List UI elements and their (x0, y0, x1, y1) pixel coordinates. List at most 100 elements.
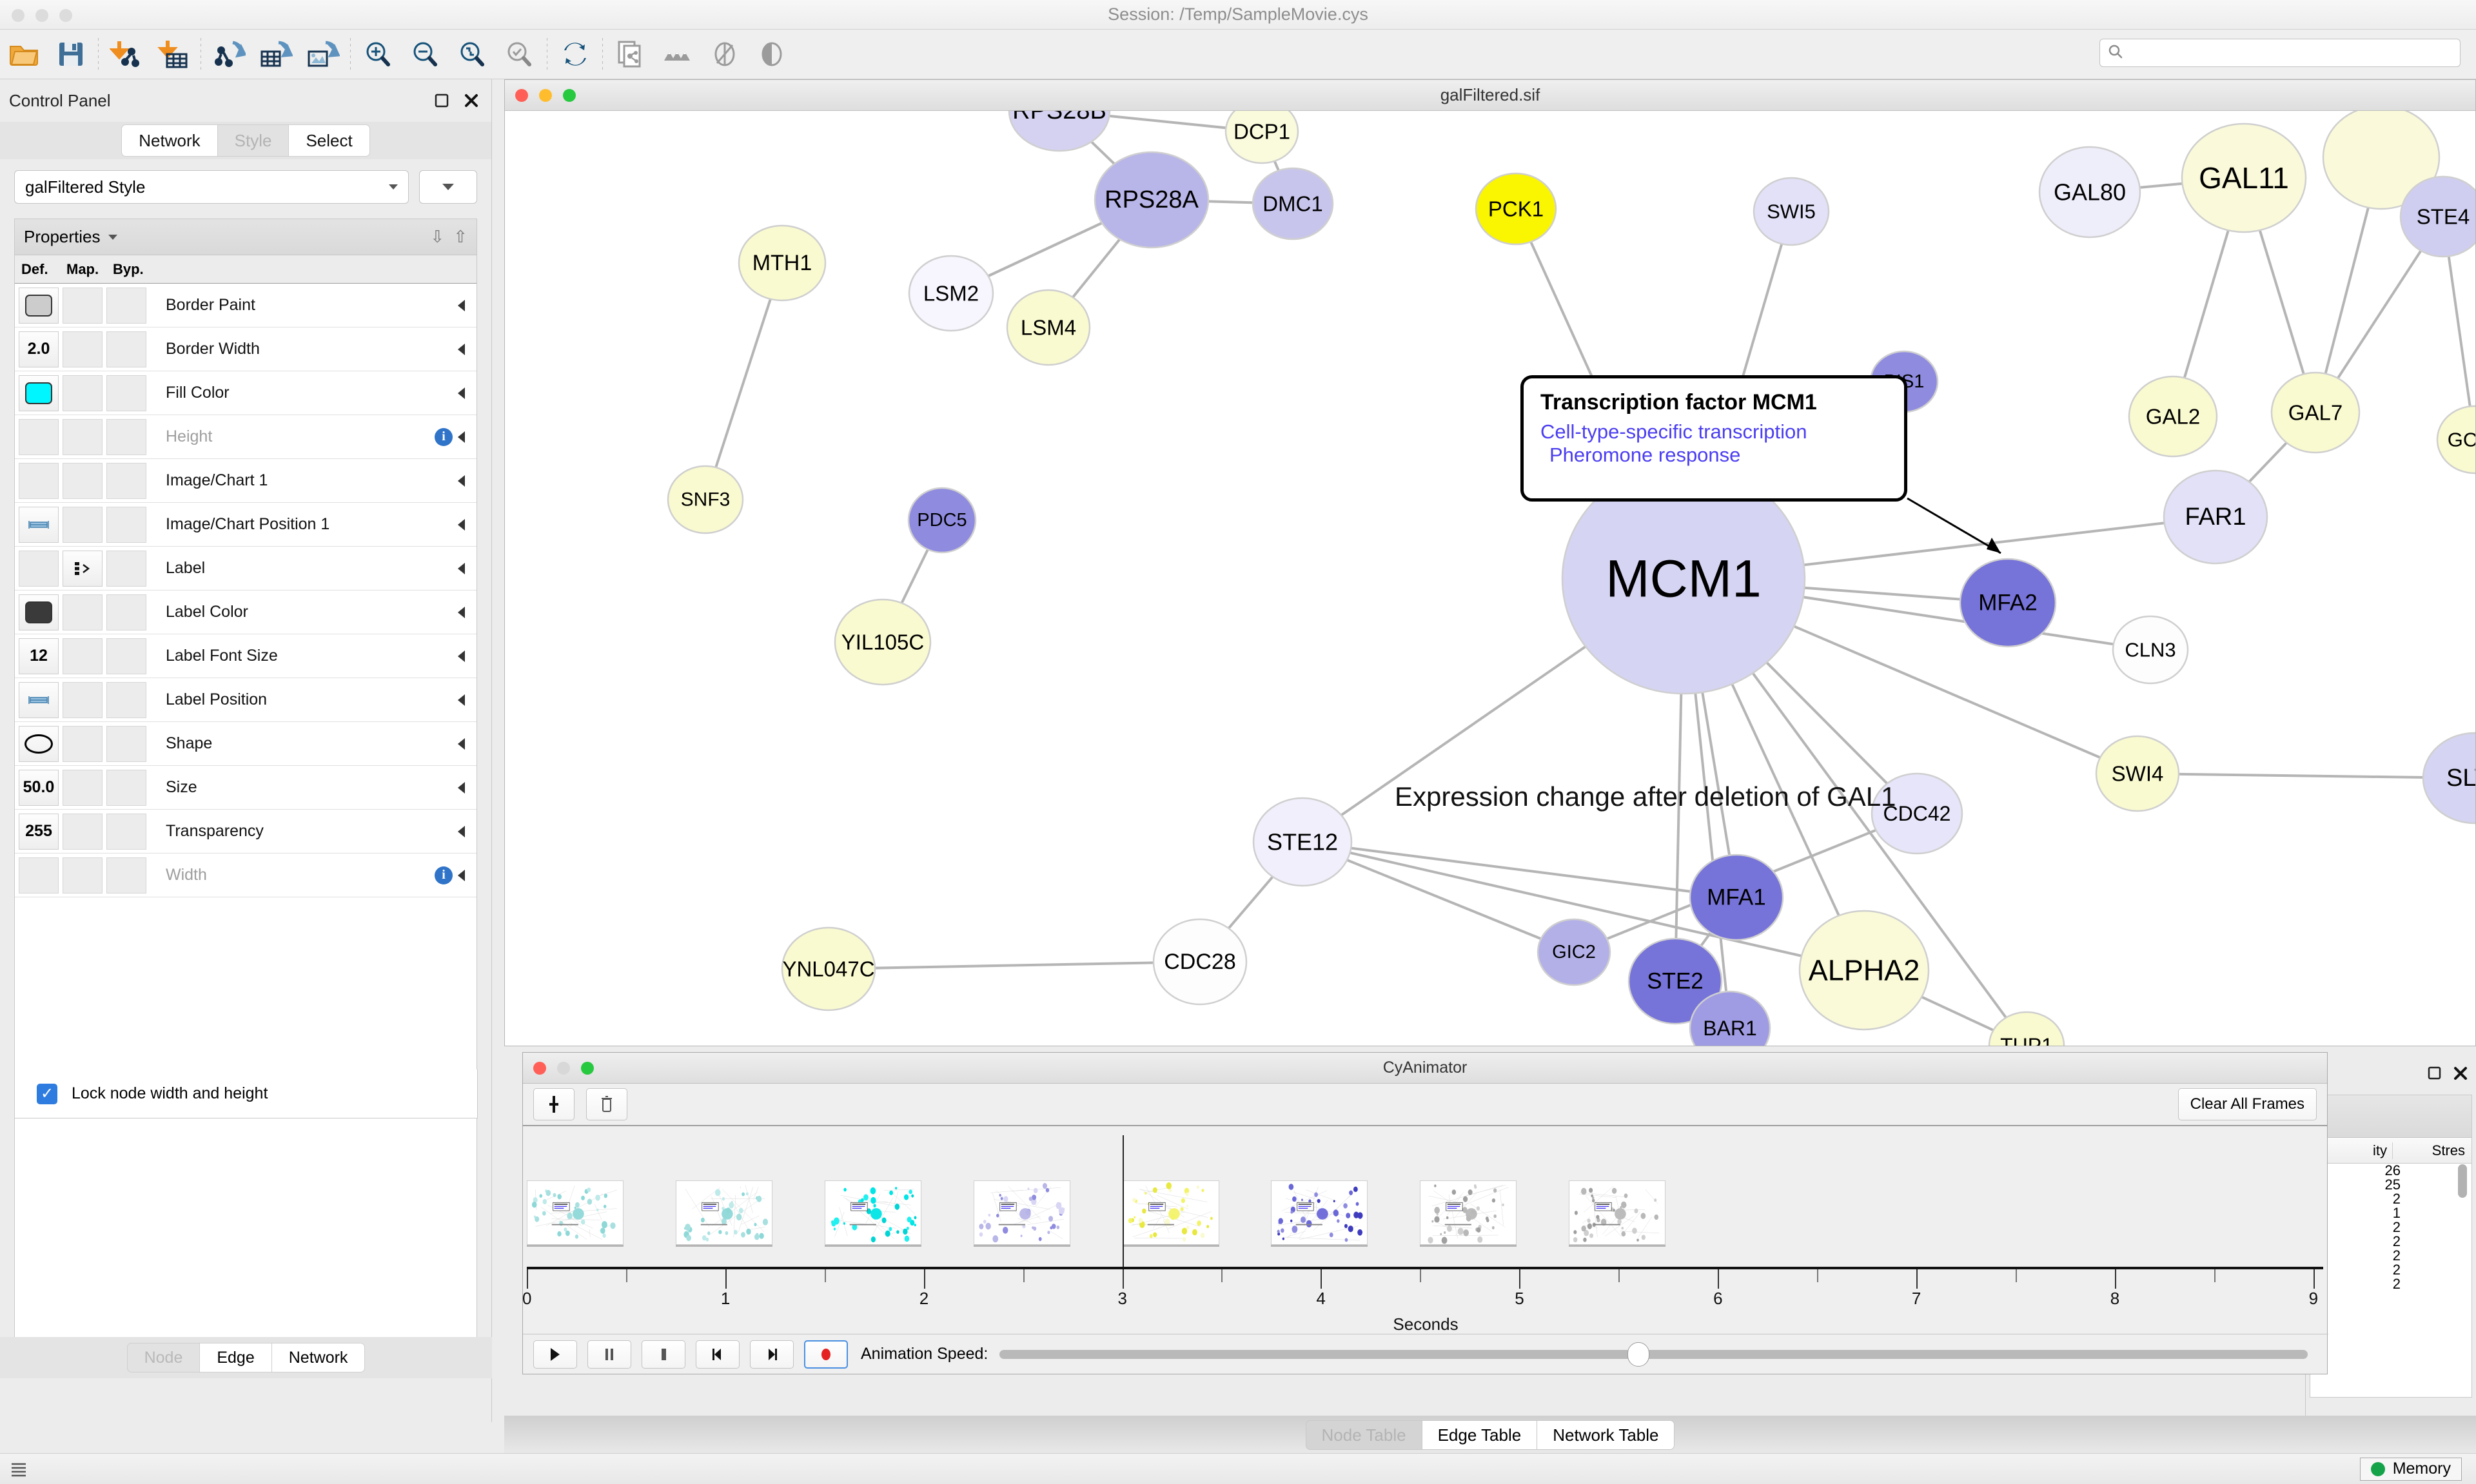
import-network-icon[interactable] (103, 35, 150, 73)
network-node-cdc28[interactable]: CDC28 (1154, 919, 1246, 1004)
export-table-icon[interactable] (252, 35, 299, 73)
property-row[interactable]: Width i (15, 854, 477, 897)
close-window-dot[interactable] (12, 9, 25, 22)
network-node-mfa2[interactable]: MFA2 (1960, 559, 2056, 647)
network-maximize-button[interactable] (563, 89, 576, 102)
network-graph[interactable]: RPS28BDCP1RPS28A DMC1 PCK1 SWI5GAL80 GAL11ST… (505, 111, 2475, 1046)
property-bypass-cell[interactable] (106, 814, 146, 850)
network-node-gcy1[interactable]: GCY1 (2437, 406, 2475, 473)
network-node-cln3[interactable]: CLN3 (2113, 616, 2188, 683)
property-row[interactable]: Label (15, 547, 477, 591)
network-node-rps28a[interactable]: RPS28A (1095, 152, 1208, 248)
list-icon[interactable] (6, 1457, 31, 1481)
restore-icon[interactable] (431, 90, 453, 112)
property-default-cell[interactable] (19, 551, 59, 587)
chevron-left-icon[interactable] (458, 475, 465, 487)
timeline-frame[interactable] (1271, 1180, 1368, 1245)
network-node-snf3[interactable]: SNF3 (668, 466, 743, 533)
property-mapping-cell[interactable] (63, 726, 103, 762)
annotation-box[interactable]: Transcription factor MCM1 Cell-type-spec… (1520, 375, 1907, 502)
property-row[interactable]: 255 Transparency (15, 810, 477, 854)
style-options-button[interactable] (419, 170, 477, 204)
network-node-tup1[interactable]: TUP1 (1989, 1012, 2064, 1046)
property-bypass-cell[interactable] (106, 594, 146, 630)
restore-icon[interactable] (2427, 1066, 2442, 1084)
chevron-left-icon[interactable] (458, 387, 465, 399)
delete-frame-button[interactable] (586, 1088, 627, 1120)
table-row[interactable]: 2 (2310, 1249, 2471, 1263)
property-default-cell[interactable] (19, 726, 59, 762)
property-row[interactable]: 12 Label Font Size (15, 634, 477, 678)
network-node-yil105c[interactable]: YIL105C (835, 600, 930, 685)
chevron-left-icon[interactable] (458, 431, 465, 443)
property-mapping-cell[interactable] (63, 419, 103, 455)
network-node-mfa1[interactable]: MFA1 (1690, 855, 1783, 940)
network-node-swi4[interactable]: SWI4 (2096, 736, 2179, 811)
property-bypass-cell[interactable] (106, 726, 146, 762)
chevron-left-icon[interactable] (458, 344, 465, 355)
timeline-frame[interactable] (825, 1180, 921, 1245)
table-row[interactable]: 2 (2310, 1277, 2471, 1291)
chevron-left-icon[interactable] (458, 826, 465, 837)
lock-node-size-checkbox[interactable]: ✓ (37, 1084, 57, 1104)
property-row[interactable]: Label Position (15, 678, 477, 722)
save-session-icon[interactable] (47, 35, 94, 73)
timeline-frame[interactable] (1569, 1180, 1665, 1245)
cyanimator-timeline[interactable]: 0123456789 Seconds (523, 1126, 2327, 1307)
export-image-icon[interactable] (299, 35, 346, 73)
minimize-window-dot[interactable] (35, 9, 48, 22)
export-network-icon[interactable] (205, 35, 252, 73)
property-bypass-cell[interactable] (106, 551, 146, 587)
cp-tab-node[interactable]: Node (127, 1343, 201, 1372)
table-row[interactable]: 25 (2310, 1178, 2471, 1192)
animation-speed-knob[interactable] (1627, 1342, 1649, 1367)
network-node-ste4[interactable]: STE4 (2401, 177, 2475, 257)
property-default-cell[interactable]: 255 (19, 814, 59, 850)
skip-start-button[interactable] (696, 1340, 740, 1369)
info-icon[interactable]: i (435, 428, 453, 446)
layout-icon[interactable] (654, 35, 701, 73)
network-minimize-button[interactable] (539, 89, 552, 102)
network-node-gal80[interactable]: GAL80 (2039, 147, 2140, 237)
property-bypass-cell[interactable] (106, 288, 146, 324)
table-row[interactable]: 2 (2310, 1192, 2471, 1206)
tab-edge-table[interactable]: Edge Table (1422, 1420, 1538, 1450)
table-row[interactable]: 26 (2310, 1164, 2471, 1178)
tab-select[interactable]: Select (289, 124, 369, 157)
network-node-ynl047c[interactable]: YNL047C (782, 928, 875, 1010)
network-node-dcp1[interactable]: DCP1 (1226, 111, 1298, 163)
property-default-cell[interactable] (19, 288, 59, 324)
property-bypass-cell[interactable] (106, 419, 146, 455)
record-button[interactable] (804, 1340, 848, 1369)
network-node-far1[interactable]: FAR1 (2164, 471, 2267, 563)
property-mapping-cell[interactable] (63, 594, 103, 630)
chevron-left-icon[interactable] (458, 563, 465, 574)
property-default-cell[interactable]: 50.0 (19, 770, 59, 806)
timeline-frame[interactable] (527, 1180, 624, 1245)
column-header-stress[interactable]: Stres (2393, 1142, 2470, 1159)
property-mapping-cell[interactable] (63, 331, 103, 367)
timeline-playhead[interactable] (1123, 1135, 1124, 1268)
property-row[interactable]: Shape (15, 722, 477, 766)
lock-node-size-row[interactable]: ✓ Lock node width and height (14, 1069, 478, 1118)
zoom-out-icon[interactable] (402, 35, 449, 73)
property-mapping-cell[interactable] (63, 857, 103, 893)
timeline-frame[interactable] (974, 1180, 1070, 1245)
pause-button[interactable] (587, 1340, 631, 1369)
network-node-lsm4[interactable]: LSM4 (1007, 290, 1090, 365)
cyanimator-maximize-button[interactable] (581, 1062, 594, 1075)
table-row[interactable]: 2 (2310, 1235, 2471, 1249)
chevron-left-icon[interactable] (458, 694, 465, 706)
collapse-all-icon[interactable]: ⇧ (453, 227, 467, 247)
table-row[interactable]: 2 (2310, 1263, 2471, 1277)
cyanimator-close-button[interactable] (533, 1062, 546, 1075)
chevron-left-icon[interactable] (458, 519, 465, 531)
tab-style[interactable]: Style (218, 124, 290, 157)
property-row[interactable]: Border Paint (15, 284, 477, 327)
property-default-cell[interactable] (19, 507, 59, 543)
property-mapping-cell[interactable] (63, 288, 103, 324)
timeline-frame[interactable] (1123, 1180, 1219, 1245)
network-window-controls[interactable] (515, 89, 576, 102)
tab-node-table[interactable]: Node Table (1306, 1420, 1422, 1450)
info-icon[interactable]: i (435, 866, 453, 884)
